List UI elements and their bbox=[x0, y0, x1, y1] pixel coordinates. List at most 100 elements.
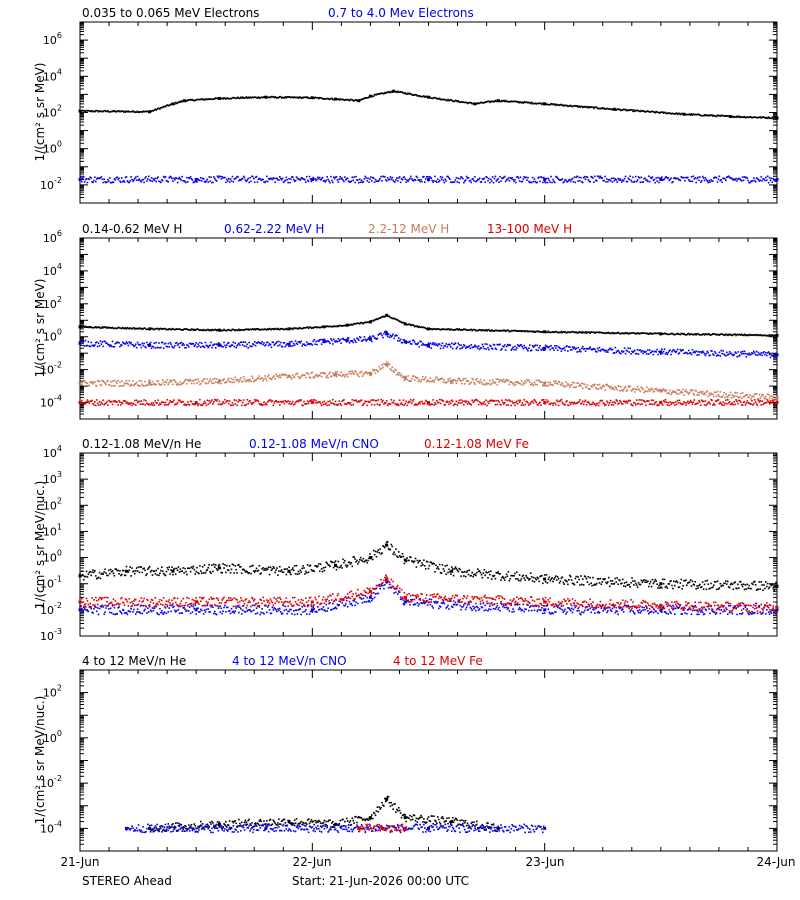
trace-dot bbox=[358, 322, 361, 325]
trace-dot bbox=[212, 181, 214, 184]
trace-dot bbox=[478, 177, 481, 180]
trace-dot bbox=[176, 382, 179, 385]
trace-dot bbox=[438, 97, 441, 100]
data-point bbox=[659, 350, 663, 354]
trace-dot bbox=[153, 328, 156, 331]
trace-dot bbox=[175, 328, 178, 330]
trace-dot bbox=[485, 175, 487, 178]
trace-dot bbox=[592, 401, 594, 404]
trace-dot bbox=[401, 376, 404, 379]
trace-dot bbox=[214, 381, 217, 383]
trace-dot bbox=[426, 403, 429, 405]
trace-dot bbox=[463, 344, 466, 347]
trace-dot bbox=[99, 403, 102, 406]
trace-dot bbox=[590, 403, 592, 406]
trace-dot bbox=[634, 403, 637, 406]
trace-dot bbox=[760, 334, 763, 337]
trace-dot bbox=[556, 177, 559, 180]
trace-dot bbox=[694, 177, 697, 179]
trace-dot bbox=[521, 345, 524, 348]
trace-dot bbox=[452, 100, 455, 103]
trace-dot bbox=[332, 325, 335, 327]
trace-dot bbox=[564, 104, 566, 107]
trace-dot bbox=[313, 399, 315, 401]
trace-dot bbox=[606, 331, 608, 334]
trace-dot bbox=[634, 349, 636, 352]
trace-dot bbox=[266, 180, 269, 183]
trace-dot bbox=[561, 331, 564, 334]
trace-dot bbox=[513, 100, 515, 103]
trace-dot bbox=[193, 181, 196, 183]
trace-dot bbox=[606, 400, 608, 403]
trace-dot bbox=[457, 99, 460, 102]
trace-dot bbox=[473, 400, 475, 403]
trace-dot bbox=[759, 179, 762, 182]
trace-dot bbox=[222, 401, 224, 403]
trace-dot bbox=[536, 403, 539, 406]
trace-dot bbox=[685, 351, 687, 354]
trace-dot bbox=[432, 379, 434, 382]
trace-dot bbox=[509, 400, 512, 403]
trace-dot bbox=[404, 402, 407, 405]
trace-dot bbox=[422, 402, 424, 405]
trace-dot bbox=[659, 112, 661, 114]
trace-dot bbox=[428, 404, 431, 406]
trace-dot bbox=[233, 399, 236, 401]
trace-dot bbox=[378, 365, 381, 368]
trace-dot bbox=[647, 180, 649, 183]
trace-dot bbox=[374, 318, 377, 321]
trace-dot bbox=[634, 180, 636, 183]
trace-dot bbox=[79, 382, 81, 385]
trace-dot bbox=[528, 404, 530, 406]
trace-dot bbox=[441, 98, 444, 101]
trace-dot bbox=[99, 383, 102, 386]
trace-dot bbox=[119, 180, 121, 182]
trace-dot bbox=[277, 327, 279, 330]
trace-dot bbox=[585, 106, 588, 108]
trace-dot bbox=[253, 181, 256, 184]
trace-dot bbox=[81, 402, 84, 405]
trace-dot bbox=[470, 328, 473, 331]
trace-dot bbox=[427, 96, 430, 98]
trace-dot bbox=[736, 115, 738, 118]
trace-dot bbox=[651, 176, 654, 178]
trace-dot bbox=[586, 401, 589, 404]
trace-dot bbox=[356, 322, 358, 324]
trace-dot bbox=[554, 103, 556, 105]
trace-dot bbox=[292, 178, 295, 181]
trace-dot bbox=[743, 176, 746, 178]
trace-dot bbox=[211, 181, 213, 184]
trace-dot bbox=[655, 110, 657, 113]
trace-dot bbox=[663, 389, 666, 392]
trace-dot bbox=[562, 104, 565, 106]
trace-dot bbox=[228, 345, 231, 347]
trace-dot bbox=[84, 325, 87, 328]
trace-dot bbox=[120, 327, 122, 330]
trace-dot bbox=[346, 402, 349, 404]
trace-dot bbox=[142, 385, 144, 387]
trace-dot bbox=[114, 327, 117, 329]
trace-dot bbox=[623, 108, 626, 111]
trace-dot bbox=[85, 401, 88, 403]
trace-dot bbox=[231, 402, 234, 404]
trace-dot bbox=[143, 327, 145, 330]
trace-dot bbox=[739, 116, 741, 119]
trace-dot bbox=[647, 400, 649, 402]
trace-dot bbox=[566, 104, 568, 107]
trace-dot bbox=[364, 175, 367, 178]
trace-dot bbox=[702, 333, 705, 335]
trace-dot bbox=[90, 400, 92, 403]
trace-dot bbox=[340, 98, 342, 101]
trace-dot bbox=[369, 321, 371, 323]
trace-dot bbox=[345, 403, 348, 406]
trace-dot bbox=[728, 394, 731, 396]
trace-dot bbox=[151, 380, 154, 383]
trace-dot bbox=[668, 333, 670, 336]
trace-dot bbox=[437, 328, 440, 331]
trace-dot bbox=[709, 354, 711, 356]
trace-dot bbox=[689, 351, 692, 354]
trace-dot bbox=[680, 332, 683, 335]
trace-dot bbox=[319, 179, 322, 181]
trace-dot bbox=[396, 91, 398, 94]
trace-dot bbox=[305, 96, 307, 98]
